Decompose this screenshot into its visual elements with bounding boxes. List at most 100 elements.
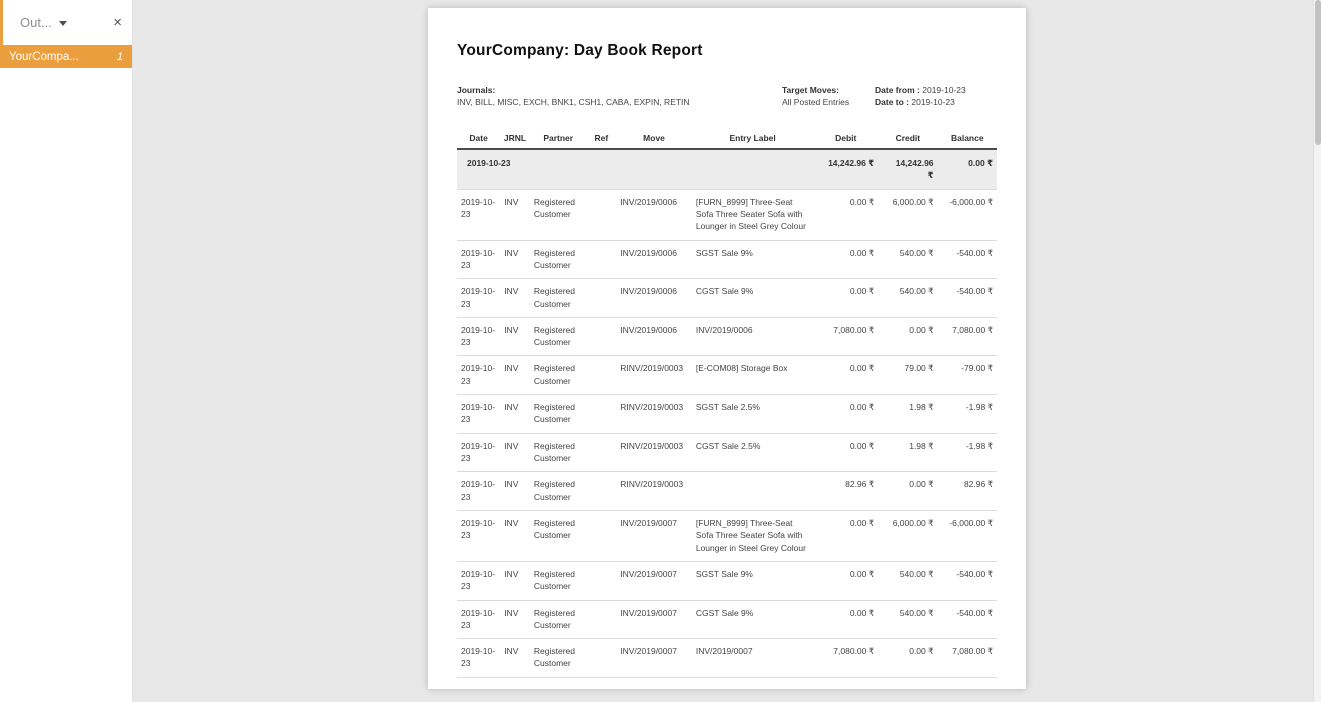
cell-balance: -540.00 ₹ <box>937 600 997 640</box>
cell-debit: 0.00 ₹ <box>813 510 879 562</box>
group-credit: 14,242.96 ₹ <box>878 149 938 190</box>
cell-balance: 7,080.00 ₹ <box>937 638 997 678</box>
report-page: YourCompany: Day Book Report Journals: I… <box>428 8 1026 689</box>
cell-move: INV/2019/0006 <box>616 317 692 357</box>
cell-jrnl: INV <box>500 189 530 241</box>
cell-date: 2019-10-23 <box>457 355 501 396</box>
cell-jrnl: INV <box>500 471 530 511</box>
column-header: Debit <box>813 128 879 150</box>
cell-entry-label: SGST Sale 9% <box>691 240 814 280</box>
group-debit: 14,242.96 ₹ <box>813 149 879 190</box>
cell-date: 2019-10-23 <box>457 433 501 473</box>
close-icon[interactable]: × <box>113 14 122 31</box>
cell-partner: Registered Customer <box>529 394 587 434</box>
column-header: Balance <box>937 128 997 150</box>
column-header: JRNL <box>500 128 530 150</box>
cell-date: 2019-10-23 <box>457 510 501 562</box>
sidebar-dropdown[interactable]: Out... × <box>0 0 132 45</box>
table-row: 2019-10-23 INV Registered Customer INV/2019… <box>457 278 997 318</box>
count-badge: 1 <box>116 50 123 63</box>
cell-partner: Registered Customer <box>529 561 587 601</box>
column-header: Partner <box>529 128 587 150</box>
cell-move: INV/2019/0007 <box>616 561 692 601</box>
cell-balance: -79.00 ₹ <box>937 355 997 396</box>
cell-entry-label: CGST Sale 2.5% <box>691 433 814 473</box>
cell-ref <box>586 240 617 280</box>
journals-value: INV, BILL, MISC, EXCH, BNK1, CSH1, CABA,… <box>457 97 690 107</box>
target-moves-label: Target Moves: <box>782 85 839 95</box>
sidebar-item-yourcompany[interactable]: YourCompa... 1 <box>0 45 132 68</box>
cell-debit: 0.00 ₹ <box>813 278 879 318</box>
report-title: YourCompany: Day Book Report <box>457 42 703 59</box>
cell-credit: 0.00 ₹ <box>878 317 938 357</box>
cell-ref <box>586 561 617 601</box>
table-row: 2019-10-23 INV Registered Customer INV/2019… <box>457 600 997 640</box>
date-from-line: Date from : 2019-10-23 <box>875 84 997 96</box>
cell-entry-label: SGST Sale 9% <box>691 561 814 601</box>
cell-entry-label: INV/2019/0006 <box>691 317 814 357</box>
cell-date: 2019-10-23 <box>457 189 501 241</box>
chevron-down-icon[interactable] <box>58 21 67 26</box>
cell-move: RINV/2019/0003 <box>616 355 692 396</box>
sidebar-item-label: YourCompa... <box>9 50 79 63</box>
daybook-table: Date JRNL Partner Ref Move Entry Label Debit Cr… <box>457 128 997 678</box>
cell-partner: Registered Customer <box>529 600 587 640</box>
cell-move: INV/2019/0007 <box>616 510 692 562</box>
scrollbar-thumb[interactable] <box>1315 0 1321 145</box>
cell-jrnl: INV <box>500 355 530 396</box>
cell-ref <box>586 471 617 511</box>
table-row: 2019-10-23 INV Registered Customer RINV/201… <box>457 433 997 473</box>
table-row: 2019-10-23 INV Registered Customer INV/2019… <box>457 638 997 678</box>
cell-entry-label: [FURN_8999] Three-Seat Sofa Three Seater… <box>691 510 814 562</box>
cell-entry-label: [FURN_8999] Three-Seat Sofa Three Seater… <box>691 189 814 241</box>
cell-jrnl: INV <box>500 317 530 357</box>
cell-partner: Registered Customer <box>529 317 587 357</box>
cell-credit: 540.00 ₹ <box>878 278 938 318</box>
cell-partner: Registered Customer <box>529 638 587 678</box>
cell-debit: 0.00 ₹ <box>813 561 879 601</box>
date-to-label: Date to : <box>875 97 909 107</box>
cell-entry-label: CGST Sale 9% <box>691 600 814 640</box>
table-body: 2019-10-23 INV Registered Customer INV/2019… <box>457 189 997 678</box>
table-header-row: Date JRNL Partner Ref Move Entry Label Debit Cr… <box>457 128 997 150</box>
column-header: Move <box>616 128 692 150</box>
cell-jrnl: INV <box>500 600 530 640</box>
cell-date: 2019-10-23 <box>457 278 501 318</box>
journals-block: Journals: INV, BILL, MISC, EXCH, BNK1, C… <box>457 84 782 108</box>
cell-debit: 7,080.00 ₹ <box>813 638 879 678</box>
scrollbar[interactable] <box>1313 0 1321 702</box>
cell-entry-label: CGST Sale 9% <box>691 278 814 318</box>
cell-credit: 0.00 ₹ <box>878 638 938 678</box>
cell-date: 2019-10-23 <box>457 240 501 280</box>
table-row: 2019-10-23 INV Registered Customer INV/2019… <box>457 317 997 357</box>
table-row: 2019-10-23 INV Registered Customer INV/2019… <box>457 510 997 562</box>
group-row: 2019-10-23 14,242.96 ₹ 14,242.96 ₹ 0.00 … <box>457 149 997 190</box>
cell-jrnl: INV <box>500 394 530 434</box>
cell-entry-label: INV/2019/0007 <box>691 638 814 678</box>
cell-ref <box>586 638 617 678</box>
cell-date: 2019-10-23 <box>457 317 501 357</box>
table-row: 2019-10-23 INV Registered Customer RINV/201… <box>457 471 997 511</box>
table-row: 2019-10-23 INV Registered Customer RINV/201… <box>457 355 997 396</box>
cell-balance: -6,000.00 ₹ <box>937 189 997 241</box>
cell-credit: 540.00 ₹ <box>878 240 938 280</box>
column-header: Credit <box>878 128 938 150</box>
table-row: 2019-10-23 INV Registered Customer INV/2019… <box>457 189 997 241</box>
cell-debit: 0.00 ₹ <box>813 394 879 434</box>
cell-jrnl: INV <box>500 433 530 473</box>
sidebar-dropdown-label[interactable]: Out... <box>20 15 52 30</box>
target-moves-value: All Posted Entries <box>782 97 850 107</box>
target-moves-block: Target Moves: All Posted Entries <box>782 84 875 108</box>
cell-jrnl: INV <box>500 561 530 601</box>
cell-ref <box>586 355 617 396</box>
cell-credit: 540.00 ₹ <box>878 561 938 601</box>
sidebar: Out... × YourCompa... 1 <box>0 0 133 702</box>
date-from-value: 2019-10-23 <box>922 85 966 95</box>
cell-partner: Registered Customer <box>529 355 587 396</box>
cell-credit: 1.98 ₹ <box>878 433 938 473</box>
cell-ref <box>586 600 617 640</box>
cell-move: INV/2019/0007 <box>616 600 692 640</box>
cell-ref <box>586 433 617 473</box>
column-header: Entry Label <box>691 128 814 150</box>
